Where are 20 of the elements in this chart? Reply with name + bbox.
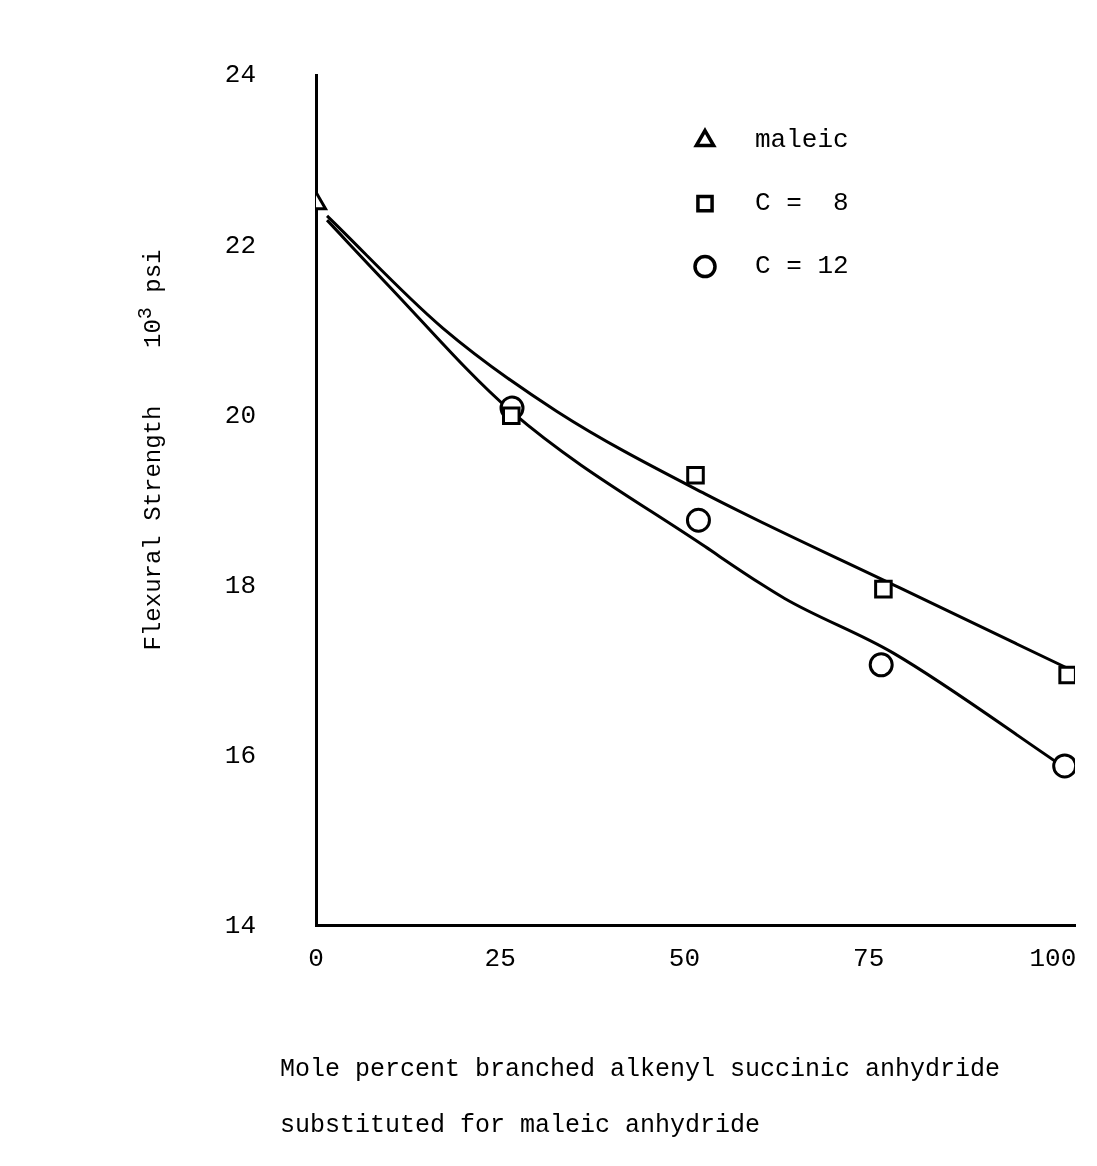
x-tick-label: 0 <box>308 944 324 975</box>
point <box>1058 665 1075 685</box>
y-tick-label: 14 <box>224 910 256 941</box>
y-tick-label: 22 <box>224 230 256 261</box>
point <box>686 465 705 485</box>
y-tick-label: 16 <box>224 740 256 771</box>
y-tick-label: 20 <box>224 400 256 431</box>
point <box>874 579 893 599</box>
x-axis-title: Mole percent branched alkenyl succinic anhydride substituted for maleic anhydride <box>280 1054 1002 1142</box>
x-tick-label: 50 <box>668 944 701 975</box>
legend-label: C = 12 <box>755 251 849 282</box>
x-tick-label: 75 <box>853 944 885 975</box>
legend-label: C = 8 <box>755 188 849 219</box>
point <box>685 507 711 533</box>
x-tick-label: 25 <box>484 944 516 975</box>
x-tick-label: 100 <box>1029 944 1077 975</box>
y-tick-label: 18 <box>224 570 256 601</box>
y-tick-label: 24 <box>224 60 256 91</box>
point <box>868 652 894 678</box>
legend-label: maleic <box>755 125 849 156</box>
